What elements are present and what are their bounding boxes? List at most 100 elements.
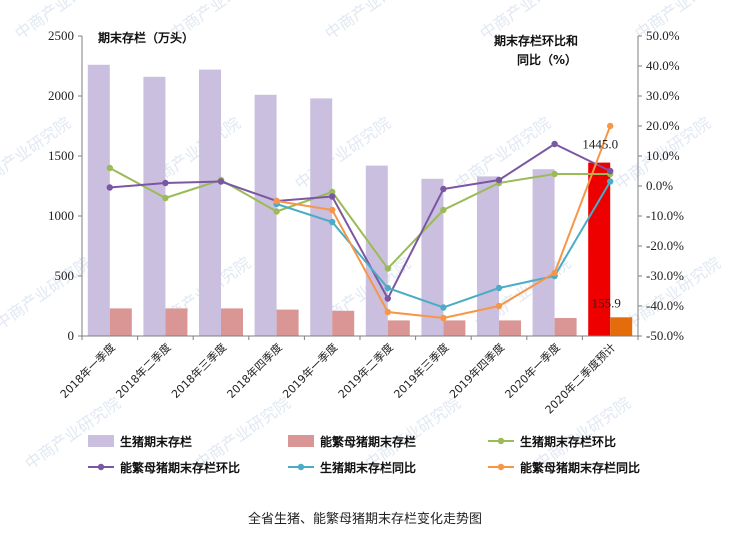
line-point-1 — [217, 178, 225, 185]
right-tick-label: 50.0% — [646, 28, 680, 43]
line-point-1 — [440, 185, 447, 193]
sow-stock-bar — [276, 309, 299, 336]
line-point-1 — [329, 193, 336, 200]
pig-stock-bar — [588, 162, 611, 336]
left-tick-label: 2500 — [48, 28, 74, 43]
lines — [106, 122, 614, 322]
line-point-0 — [384, 265, 391, 272]
legend-label-3: 能繁母猪期末存栏环比 — [120, 460, 240, 475]
category-label: 2019年三季度 — [391, 340, 452, 401]
legend-marker-2 — [497, 437, 505, 445]
right-tick-label: 20.0% — [646, 118, 680, 133]
legend-label-2: 生猪期末存栏环比 — [520, 434, 616, 449]
sow-stock-bar — [554, 318, 577, 336]
legend-label-5: 能繁母猪期末存栏同比 — [520, 460, 640, 475]
legend-label-0: 生猪期末存栏 — [120, 434, 192, 449]
line-series-0 — [109, 167, 611, 271]
pig-stock-bar — [421, 178, 444, 336]
pig-stock-bar — [87, 64, 110, 337]
sow-last-data-label: 155.9 — [592, 295, 621, 310]
right-tick-label: -50.0% — [646, 328, 684, 343]
left-tick-label: 0 — [68, 328, 75, 343]
line-point-0 — [329, 188, 336, 196]
line-point-2 — [495, 284, 503, 292]
line-point-1 — [106, 184, 114, 191]
line-point-2 — [329, 218, 336, 226]
right-axis-title-line1: 期末存栏环比和 — [494, 33, 578, 48]
right-tick-label: 10.0% — [646, 148, 680, 163]
line-point-2 — [384, 284, 391, 292]
legend-swatch-0 — [88, 435, 114, 447]
line-point-3 — [495, 302, 503, 310]
legend-marker-4 — [297, 463, 305, 471]
category-label: 2019年一季度 — [280, 340, 341, 401]
line-point-0 — [440, 206, 447, 214]
sow-stock-bar — [221, 308, 243, 336]
pig-stock-bar — [477, 176, 499, 336]
category-label: 2019年四季度 — [446, 340, 507, 401]
legend-marker-5 — [497, 463, 505, 471]
category-label: 2018年一季度 — [57, 340, 118, 401]
line-point-1 — [162, 179, 169, 187]
category-label: 2018年四季度 — [224, 340, 285, 401]
line-point-1 — [551, 140, 558, 148]
pig-stock-bar — [199, 69, 221, 336]
watermark-text: 中商产业研究院 — [621, 253, 724, 333]
pig-stock-bar — [143, 76, 166, 337]
line-point-1 — [607, 167, 614, 175]
right-tick-label: -20.0% — [646, 238, 684, 253]
sow-stock-bar — [109, 308, 132, 336]
sow-stock-bar — [387, 320, 410, 336]
line-point-3 — [273, 197, 280, 205]
line-point-3 — [607, 122, 614, 130]
watermark-text: 中商产业研究院 — [321, 0, 424, 43]
legend-label-1: 能繁母猪期末存栏 — [320, 434, 416, 449]
line-point-1 — [495, 176, 503, 184]
sow-stock-bar — [443, 320, 466, 336]
category-label: 2018年三季度 — [168, 340, 229, 401]
category-label: 2019年二季度 — [335, 340, 396, 401]
watermark-text: 中商产业研究院 — [21, 393, 124, 473]
right-tick-label: 40.0% — [646, 58, 680, 73]
line-point-3 — [440, 314, 447, 322]
line-point-2 — [607, 178, 614, 185]
sow-stock-bar — [610, 317, 633, 336]
line-point-3 — [551, 269, 558, 277]
line-point-3 — [384, 308, 391, 316]
left-tick-label: 1500 — [48, 148, 74, 163]
right-tick-label: -30.0% — [646, 268, 684, 283]
right-axis-title-line2: 同比（%） — [517, 52, 577, 67]
left-axis-title: 期末存栏（万头） — [98, 30, 194, 45]
legend-label-4: 生猪期末存栏同比 — [320, 460, 416, 475]
axes — [78, 35, 642, 340]
left-tick-label: 1000 — [48, 208, 74, 223]
bars — [87, 64, 633, 337]
right-tick-label: 0.0% — [646, 178, 673, 193]
watermark-text: 中商产业研究院 — [0, 253, 94, 333]
left-tick-label: 2000 — [48, 88, 74, 103]
sow-stock-bar — [165, 308, 188, 336]
line-series-1 — [109, 142, 611, 301]
right-tick-label: -40.0% — [646, 298, 684, 313]
pig-last-data-label: 1445.0 — [582, 137, 618, 152]
pig-stock-bar — [365, 165, 388, 336]
line-point-0 — [106, 164, 114, 172]
sow-stock-bar — [332, 310, 355, 336]
category-label: 2020年一季度 — [502, 340, 563, 401]
line-point-1 — [384, 295, 391, 302]
legend-marker-3 — [97, 463, 105, 471]
pig-stock-bar — [310, 98, 333, 337]
sow-stock-bar — [499, 320, 521, 336]
line-point-0 — [162, 194, 169, 202]
line-point-3 — [329, 206, 336, 214]
right-tick-label: -10.0% — [646, 208, 684, 223]
pig-stock-bar — [254, 94, 277, 336]
pig-stock-bar — [532, 169, 555, 336]
line-point-0 — [273, 208, 280, 215]
line-point-0 — [551, 170, 558, 178]
legend-swatch-1 — [288, 435, 314, 447]
right-tick-label: 30.0% — [646, 88, 680, 103]
left-tick-label: 500 — [55, 268, 75, 283]
